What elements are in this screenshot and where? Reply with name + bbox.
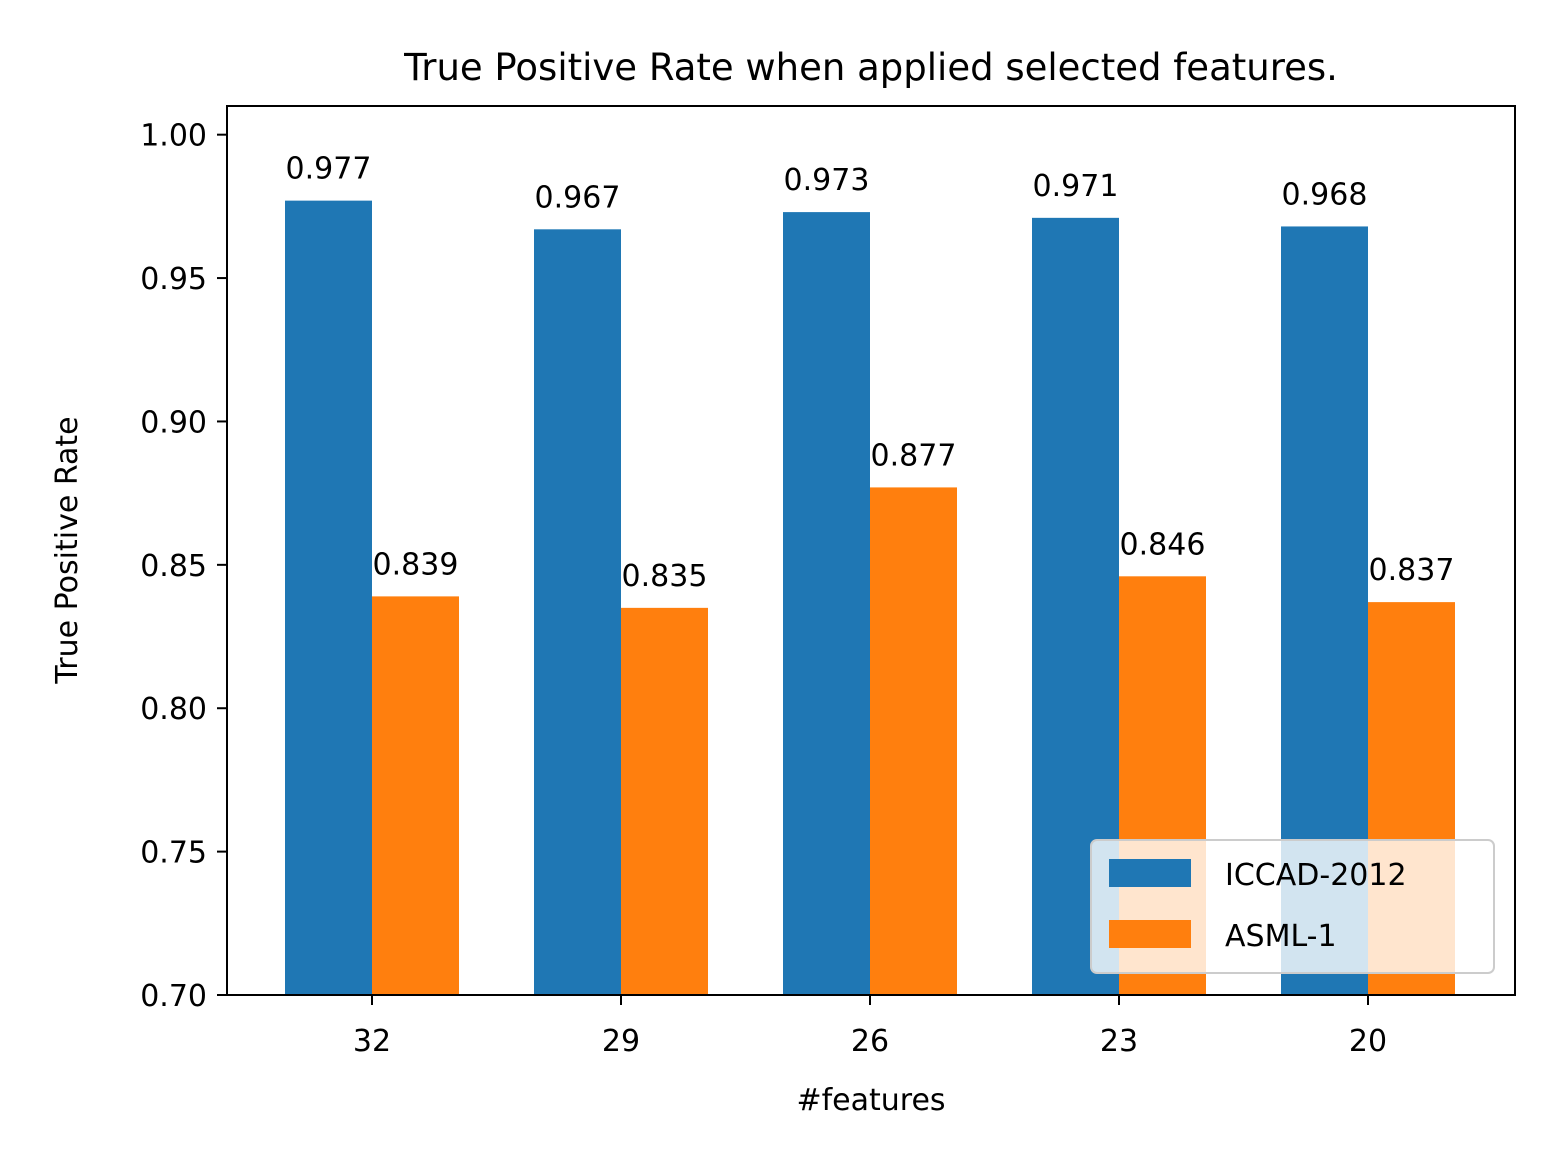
bar-asml-1-26 (870, 487, 957, 995)
data-label-iccad-2012-26: 0.973 (784, 163, 870, 198)
bar-asml-1-29 (621, 607, 708, 995)
y-tick-label: 0.90 (140, 405, 207, 440)
data-label-asml-1-20: 0.837 (1369, 553, 1455, 588)
y-tick-label: 0.85 (140, 549, 207, 584)
y-tick-label: 0.70 (140, 979, 207, 1014)
bar-labels-group: 0.977 0.967 0.973 0.971 0.968 0.839 0.835 0.877… (286, 152, 1455, 594)
x-tick-label: 26 (851, 1024, 889, 1059)
x-tick-label: 29 (602, 1024, 640, 1059)
x-tick-label: 32 (353, 1024, 391, 1059)
data-label-asml-1-23: 0.846 (1120, 527, 1206, 562)
legend-box (1090, 839, 1495, 974)
data-label-asml-1-32: 0.839 (373, 547, 459, 582)
plot-frame (226, 105, 1516, 996)
y-tick-label: 1.00 (140, 119, 207, 154)
legend-label-asml-1: ASML-1 (1225, 919, 1337, 954)
bar-asml-1-32 (372, 596, 459, 995)
y-tick-label: 0.75 (140, 836, 207, 871)
x-tick-label: 20 (1349, 1024, 1387, 1059)
y-tick-label: 0.80 (140, 692, 207, 727)
legend-swatch-asml-1 (1109, 920, 1191, 948)
x-axis-label: #features (796, 1083, 945, 1118)
data-label-asml-1-26: 0.877 (871, 438, 957, 473)
data-label-iccad-2012-23: 0.971 (1033, 169, 1119, 204)
y-axis: 0.70 0.75 0.80 0.85 0.90 0.95 1.00 (140, 119, 227, 1014)
y-axis-label: True Positive Rate (50, 416, 85, 684)
legend-label-iccad-2012: ICCAD-2012 (1225, 858, 1407, 893)
legend: ICCAD-2012 ASML-1 (1090, 839, 1495, 974)
data-label-iccad-2012-20: 0.968 (1282, 177, 1368, 212)
x-axis: 32 29 26 23 20 (353, 995, 1387, 1059)
bar-iccad-2012-32 (285, 200, 372, 995)
data-label-asml-1-29: 0.835 (622, 559, 708, 594)
legend-swatch-iccad-2012 (1109, 859, 1191, 887)
bars-group (285, 200, 1455, 996)
chart-title: True Positive Rate when applied selected… (403, 46, 1338, 89)
bar-iccad-2012-29 (534, 229, 621, 996)
y-tick-label: 0.95 (140, 262, 207, 297)
x-tick-label: 23 (1100, 1024, 1138, 1059)
data-label-iccad-2012-32: 0.977 (286, 152, 372, 187)
data-label-iccad-2012-29: 0.967 (535, 180, 621, 215)
bar-iccad-2012-26 (783, 212, 870, 995)
